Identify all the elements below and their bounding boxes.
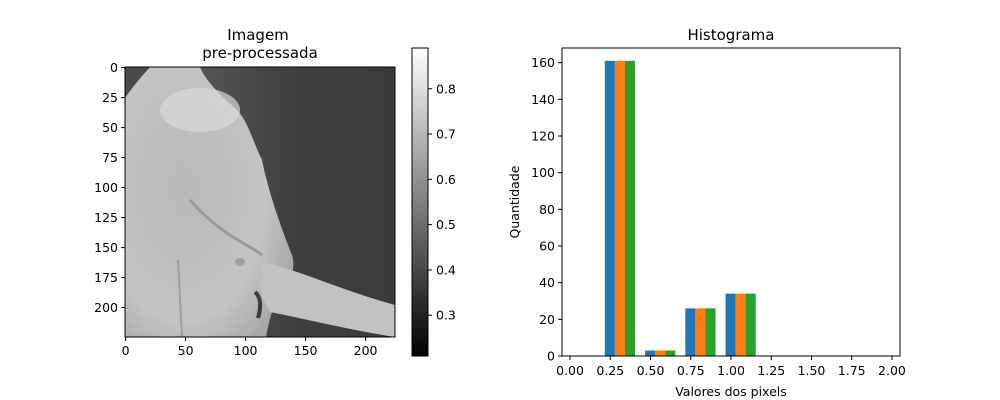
colorbar-tick-label: 0.7: [436, 127, 456, 142]
nipple-mark: [235, 258, 245, 266]
arm-shape: [260, 262, 395, 337]
histogram-bar: [624, 60, 636, 356]
colorbar-tick-label: 0.4: [436, 262, 456, 277]
histogram-bar: [705, 308, 716, 356]
histogram-x-tick-label: 1.25: [757, 363, 785, 378]
colorbar-ticks: 0.3 0.4 0.5 0.6 0.7 0.8: [428, 81, 456, 323]
image-x-tick-label: 50: [178, 343, 194, 358]
image-y-tick-label: 25: [102, 90, 118, 105]
image-frame: [124, 66, 396, 338]
torso-shape: [125, 67, 294, 337]
image-x-tick-label: 0: [122, 343, 130, 358]
image-y-tick-label: 75: [102, 150, 118, 165]
histogram-x-label: Valores dos pixels: [675, 384, 787, 399]
histogram-y-tick-label: 100: [531, 165, 555, 180]
histogram-bar: [604, 60, 615, 356]
histogram-x-ticks: 0.00 0.25 0.50 0.75 1.00 1.25 1.50 1.75 2.00: [556, 356, 906, 378]
image-panel: Imagem pre-processada 0 50 100 150 200 0 25 50…: [94, 26, 396, 358]
image-y-ticks: 0 25 50 75 100 125 150 175 200: [94, 60, 125, 315]
histogram-y-tick-label: 0: [547, 349, 555, 364]
colorbar-tick-label: 0.5: [436, 217, 456, 232]
image-x-ticks: 0 50 100 150 200: [122, 337, 378, 358]
histogram-panel: Histograma 0.00 0.25 0.50 0.75 1.00 1.25 1.50 1…: [507, 26, 906, 399]
image-y-tick-label: 175: [94, 270, 118, 285]
image-y-tick-label: 100: [94, 180, 118, 195]
histogram-y-ticks: 0 20 40 60 80 100 120 140 160: [531, 55, 562, 364]
shoulder-shadow: [125, 67, 150, 98]
histogram-x-tick-label: 0.25: [596, 363, 624, 378]
histogram-x-tick-label: 2.00: [878, 363, 906, 378]
histogram-y-tick-label: 60: [539, 239, 555, 254]
histogram-x-tick-label: 0.00: [556, 363, 584, 378]
histogram-bar: [735, 293, 746, 356]
histogram-x-tick-label: 1.00: [717, 363, 745, 378]
colorbar: 0.3 0.4 0.5 0.6 0.7 0.8: [411, 47, 456, 357]
side-line: [177, 259, 183, 337]
histogram-bar: [725, 293, 736, 356]
image-y-tick-label: 50: [102, 120, 118, 135]
histogram-x-tick-label: 1.75: [838, 363, 866, 378]
histogram-bar: [614, 60, 625, 356]
colorbar-frame: [411, 47, 429, 357]
histogram-bar: [685, 308, 696, 356]
image-y-tick-label: 125: [94, 210, 118, 225]
histogram-bars: [604, 60, 756, 356]
image-title-line-2: pre-processada: [202, 44, 318, 62]
histogram-y-tick-label: 80: [539, 202, 555, 217]
histogram-bar: [695, 308, 706, 356]
histogram-y-tick-label: 120: [531, 129, 555, 144]
image-title-line-1: Imagem: [227, 26, 289, 44]
breast-contour: [188, 199, 263, 257]
shoulder-highlight: [160, 88, 240, 132]
histogram-x-tick-label: 0.50: [637, 363, 665, 378]
histogram-y-tick-label: 140: [531, 92, 555, 107]
image-x-tick-label: 100: [234, 343, 258, 358]
histogram-x-tick-label: 0.75: [677, 363, 705, 378]
image-y-tick-label: 150: [94, 240, 118, 255]
image-x-tick-label: 150: [294, 343, 318, 358]
dark-gap: [253, 290, 263, 319]
histogram-y-tick-label: 40: [539, 275, 555, 290]
histogram-bar: [665, 350, 676, 356]
image-x-tick-label: 200: [354, 343, 378, 358]
histogram-bar: [655, 350, 666, 356]
image-y-tick-label: 0: [110, 60, 118, 75]
histogram-y-label: Quantidade: [507, 165, 522, 238]
colorbar-tick-label: 0.8: [436, 81, 456, 96]
thermal-image: [125, 67, 395, 337]
colorbar-gradient: [412, 48, 428, 356]
colorbar-tick-label: 0.3: [436, 308, 456, 323]
histogram-bar: [745, 293, 756, 356]
image-y-tick-label: 200: [94, 300, 118, 315]
colorbar-tick-label: 0.6: [436, 172, 456, 187]
histogram-title: Histograma: [687, 26, 774, 44]
histogram-y-tick-label: 20: [539, 312, 555, 327]
histogram-bar: [645, 350, 656, 356]
histogram-y-tick-label: 160: [531, 55, 555, 70]
histogram-x-tick-label: 1.50: [798, 363, 826, 378]
